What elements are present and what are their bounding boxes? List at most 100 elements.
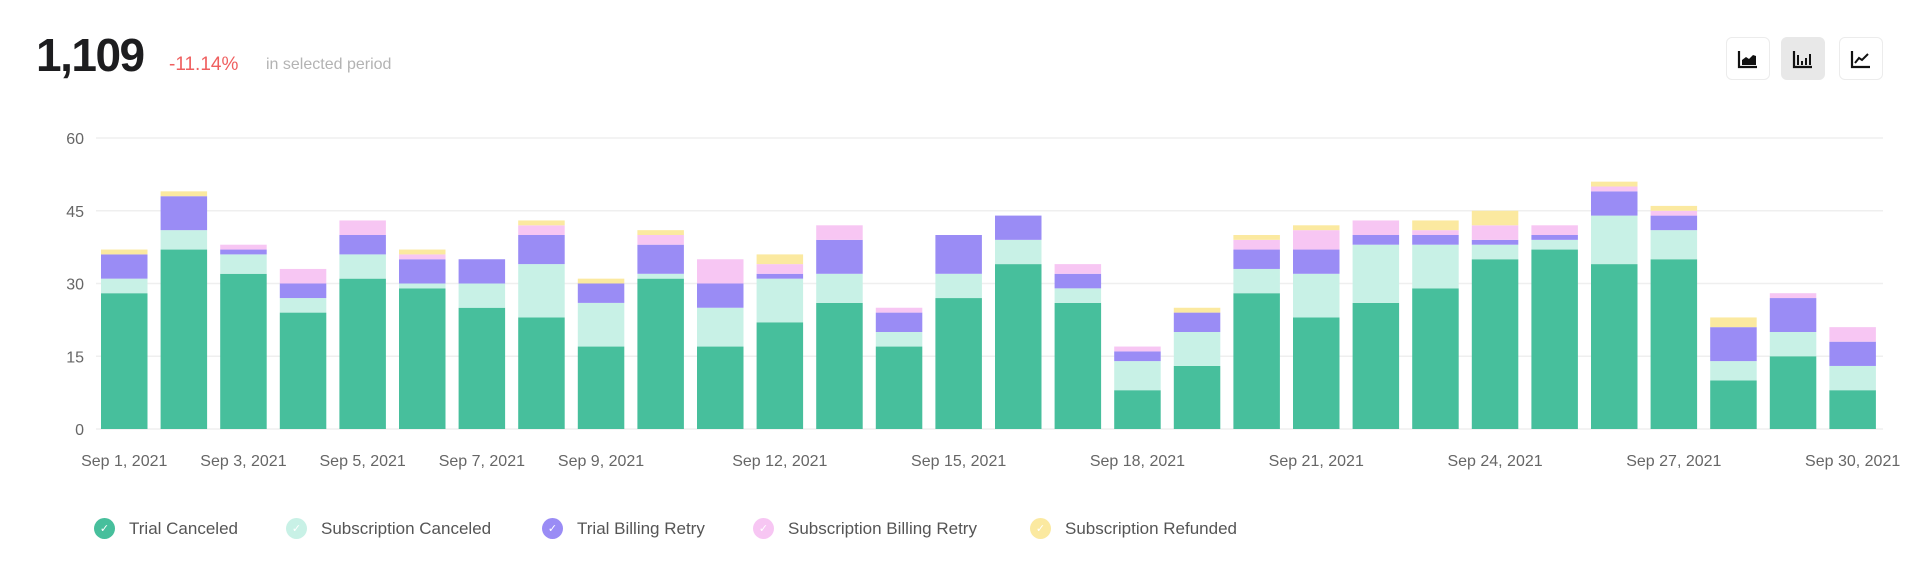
bar-segment-trial-canceled[interactable] (399, 288, 446, 429)
bar-segment-subscription-billing-retry[interactable] (1591, 186, 1638, 192)
bar-segment-subscription-canceled[interactable] (1293, 273, 1340, 318)
bar-segment-subscription-canceled[interactable] (518, 264, 565, 318)
bar-segment-subscription-refunded[interactable] (1471, 210, 1519, 226)
bar-segment-subscription-refunded[interactable] (1650, 205, 1698, 211)
bar-segment-trial-billing-retry[interactable] (935, 235, 982, 274)
bar-segment-trial-canceled[interactable] (1710, 380, 1757, 430)
bar-segment-subscription-billing-retry[interactable] (637, 235, 684, 245)
bar-segment-subscription-billing-retry[interactable] (1054, 264, 1102, 274)
bar-segment-trial-billing-retry[interactable] (1591, 191, 1638, 216)
bar-segment-trial-billing-retry[interactable] (1054, 273, 1102, 289)
bar-segment-trial-canceled[interactable] (339, 278, 386, 429)
bar-segment-subscription-canceled[interactable] (637, 273, 684, 279)
bar-segment-subscription-refunded[interactable] (1233, 235, 1280, 240)
bar-segment-subscription-billing-retry[interactable] (399, 254, 446, 260)
bar-segment-subscription-canceled[interactable] (935, 273, 982, 299)
bar-segment-subscription-canceled[interactable] (1173, 332, 1221, 366)
bar-segment-trial-canceled[interactable] (458, 307, 506, 429)
bar-segment-trial-billing-retry[interactable] (1412, 235, 1459, 245)
bar-segment-trial-canceled[interactable] (1591, 264, 1638, 429)
bar-segment-trial-billing-retry[interactable] (995, 215, 1042, 240)
bar-segment-trial-billing-retry[interactable] (1829, 341, 1876, 366)
bar-segment-trial-billing-retry[interactable] (220, 249, 267, 255)
legend-item-subscription-refunded[interactable]: ✓ Subscription Refunded (1030, 518, 1237, 539)
bar-segment-subscription-billing-retry[interactable] (1233, 239, 1280, 250)
bar-segment-subscription-canceled[interactable] (756, 278, 804, 323)
line-chart-button[interactable] (1839, 37, 1883, 80)
bar-segment-trial-billing-retry[interactable] (1471, 239, 1519, 245)
bar-segment-subscription-canceled[interactable] (1769, 332, 1817, 357)
bar-segment-subscription-canceled[interactable] (1650, 230, 1698, 260)
bar-segment-subscription-canceled[interactable] (279, 298, 327, 313)
legend-item-subscription-billing-retry[interactable]: ✓ Subscription Billing Retry (753, 518, 977, 539)
bar-segment-trial-billing-retry[interactable] (101, 254, 148, 279)
bar-segment-trial-canceled[interactable] (935, 298, 982, 429)
bar-segment-trial-canceled[interactable] (816, 302, 863, 429)
bar-segment-trial-canceled[interactable] (1233, 293, 1280, 429)
bar-segment-trial-canceled[interactable] (101, 293, 148, 429)
bar-segment-subscription-billing-retry[interactable] (1114, 346, 1161, 352)
bar-segment-trial-canceled[interactable] (995, 264, 1042, 429)
bar-segment-trial-canceled[interactable] (1173, 365, 1221, 429)
bar-segment-subscription-billing-retry[interactable] (339, 220, 386, 235)
bar-segment-subscription-canceled[interactable] (1412, 244, 1459, 289)
bar-segment-subscription-canceled[interactable] (995, 239, 1042, 265)
bar-segment-trial-billing-retry[interactable] (1769, 298, 1817, 332)
bar-segment-subscription-billing-retry[interactable] (756, 264, 804, 274)
bar-segment-trial-canceled[interactable] (637, 278, 684, 429)
bar-segment-trial-billing-retry[interactable] (1710, 327, 1757, 362)
bar-segment-subscription-billing-retry[interactable] (1293, 230, 1340, 250)
bar-segment-trial-billing-retry[interactable] (399, 259, 446, 284)
bar-segment-subscription-canceled[interactable] (1471, 244, 1519, 260)
bar-segment-subscription-canceled[interactable] (577, 302, 625, 347)
bar-segment-trial-billing-retry[interactable] (160, 196, 208, 231)
legend-item-subscription-canceled[interactable]: ✓ Subscription Canceled (286, 518, 491, 539)
bar-segment-trial-billing-retry[interactable] (1293, 249, 1340, 274)
bar-segment-trial-canceled[interactable] (1829, 390, 1876, 429)
bar-segment-subscription-refunded[interactable] (1173, 307, 1221, 313)
bar-segment-trial-canceled[interactable] (1114, 390, 1161, 429)
bar-segment-trial-canceled[interactable] (1352, 302, 1400, 429)
bar-segment-subscription-refunded[interactable] (160, 191, 208, 197)
bar-segment-subscription-refunded[interactable] (756, 254, 804, 265)
bar-segment-subscription-billing-retry[interactable] (1769, 293, 1817, 299)
bar-segment-trial-canceled[interactable] (697, 346, 744, 429)
bar-segment-subscription-canceled[interactable] (339, 254, 386, 279)
bar-segment-subscription-billing-retry[interactable] (1829, 327, 1876, 342)
bar-segment-trial-billing-retry[interactable] (518, 235, 565, 265)
bar-segment-subscription-canceled[interactable] (1054, 288, 1102, 303)
bar-segment-subscription-canceled[interactable] (101, 278, 148, 294)
bar-segment-subscription-billing-retry[interactable] (1471, 225, 1519, 240)
bar-segment-trial-billing-retry[interactable] (1531, 235, 1578, 240)
bar-segment-subscription-canceled[interactable] (1710, 361, 1757, 381)
bar-segment-trial-billing-retry[interactable] (875, 312, 923, 332)
area-chart-button[interactable] (1726, 37, 1770, 80)
bar-chart-button[interactable] (1781, 37, 1825, 80)
bar-segment-subscription-canceled[interactable] (1829, 365, 1876, 391)
bar-segment-trial-canceled[interactable] (577, 346, 625, 429)
bar-segment-subscription-billing-retry[interactable] (1650, 210, 1698, 216)
bar-segment-subscription-canceled[interactable] (1591, 215, 1638, 265)
bar-segment-subscription-refunded[interactable] (399, 249, 446, 255)
bar-segment-trial-canceled[interactable] (875, 346, 923, 429)
bar-segment-subscription-refunded[interactable] (101, 249, 148, 255)
bar-segment-trial-billing-retry[interactable] (1233, 249, 1280, 269)
bar-segment-subscription-refunded[interactable] (1710, 317, 1757, 328)
bar-segment-trial-billing-retry[interactable] (577, 283, 625, 303)
bar-segment-subscription-billing-retry[interactable] (1531, 225, 1578, 235)
bar-segment-trial-canceled[interactable] (220, 273, 267, 429)
bar-segment-subscription-billing-retry[interactable] (279, 268, 327, 284)
bar-segment-trial-canceled[interactable] (756, 322, 804, 429)
bar-segment-subscription-canceled[interactable] (220, 254, 267, 274)
bar-segment-trial-billing-retry[interactable] (279, 283, 327, 299)
bar-segment-trial-billing-retry[interactable] (816, 239, 863, 274)
bar-segment-trial-canceled[interactable] (279, 312, 327, 429)
bar-segment-trial-billing-retry[interactable] (756, 273, 804, 279)
bar-segment-subscription-canceled[interactable] (697, 307, 744, 347)
bar-segment-trial-billing-retry[interactable] (1173, 312, 1221, 332)
bar-segment-trial-billing-retry[interactable] (458, 259, 506, 284)
bar-segment-trial-canceled[interactable] (1531, 249, 1578, 429)
bar-segment-subscription-billing-retry[interactable] (1352, 220, 1400, 235)
bar-segment-subscription-canceled[interactable] (816, 273, 863, 303)
bar-segment-subscription-refunded[interactable] (577, 278, 625, 284)
